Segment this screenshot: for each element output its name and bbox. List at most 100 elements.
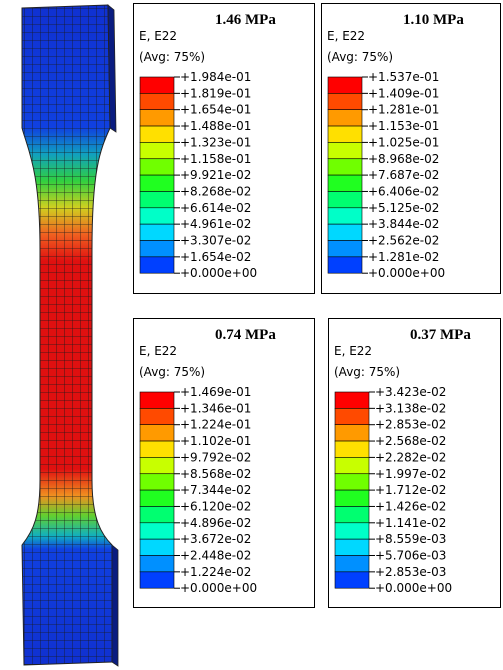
color-band — [335, 474, 369, 490]
color-band — [140, 175, 174, 191]
legend-value: +5.125e-02 — [368, 201, 439, 215]
average-label: (Avg: 75%) — [139, 50, 205, 64]
legend-value: +8.268e-02 — [180, 184, 251, 198]
legend-value: +1.323e-01 — [180, 135, 251, 149]
color-band — [140, 257, 174, 273]
color-band — [328, 191, 362, 207]
color-band — [140, 556, 174, 572]
legend-value: +1.102e-01 — [180, 434, 251, 448]
color-band — [140, 474, 174, 490]
color-band — [140, 191, 174, 207]
legend-value: +6.120e-02 — [180, 499, 251, 513]
color-band — [140, 506, 174, 522]
legend: 1.46 MPa E, E22 (Avg: 75%) +1.984e-01 +1.819… — [134, 4, 315, 294]
legend-value: +1.712e-02 — [375, 483, 446, 497]
legend-title: 1.10 MPa — [403, 12, 464, 28]
variable-label: E, E22 — [139, 29, 177, 43]
legend-value: +4.896e-02 — [180, 516, 251, 530]
legend-title: 0.37 MPa — [410, 327, 471, 343]
legend-value: +2.282e-02 — [375, 450, 446, 464]
legend-value: +1.819e-01 — [180, 86, 251, 100]
legend-value: +1.346e-01 — [180, 401, 251, 415]
legend-value: +6.614e-02 — [180, 201, 251, 215]
legend-value: +1.654e-01 — [180, 103, 251, 117]
legend-value: +1.654e-02 — [180, 250, 251, 264]
legend-value: +1.025e-01 — [368, 135, 439, 149]
legend-value: +6.406e-02 — [368, 184, 439, 198]
legend-value: +2.853e-02 — [375, 418, 446, 432]
legend-value: +3.307e-02 — [180, 234, 251, 248]
legend-title: 0.74 MPa — [215, 327, 276, 343]
legend-value: +0.000e+00 — [368, 266, 445, 280]
color-band — [140, 408, 174, 424]
color-band — [140, 441, 174, 457]
legend-value: +1.281e-02 — [368, 250, 439, 264]
color-band — [335, 506, 369, 522]
color-band — [140, 77, 174, 93]
color-band — [328, 208, 362, 224]
legend-value: +0.000e+00 — [180, 581, 257, 595]
legend-value: +1.158e-01 — [180, 152, 251, 166]
color-band — [140, 142, 174, 158]
average-label: (Avg: 75%) — [139, 365, 205, 379]
legend-value: +1.281e-01 — [368, 103, 439, 117]
legend-value: +8.559e-03 — [375, 532, 446, 546]
average-label: (Avg: 75%) — [334, 365, 400, 379]
color-band — [335, 441, 369, 457]
legend-value: +7.687e-02 — [368, 168, 439, 182]
legend-title: 1.46 MPa — [215, 12, 276, 28]
color-band — [335, 392, 369, 408]
color-band — [140, 224, 174, 240]
legend-value: +5.706e-03 — [375, 549, 446, 563]
legend-value: +1.488e-01 — [180, 119, 251, 133]
legend-value: +1.426e-02 — [375, 499, 446, 513]
legend-value: +2.562e-02 — [368, 234, 439, 248]
color-band — [140, 159, 174, 175]
color-band — [140, 126, 174, 142]
color-band — [328, 257, 362, 273]
legend-value: +8.968e-02 — [368, 152, 439, 166]
legend-value: +2.568e-02 — [375, 434, 446, 448]
legend-value: +2.448e-02 — [180, 549, 251, 563]
legend-value: +1.469e-01 — [180, 385, 251, 399]
color-band — [140, 539, 174, 555]
legend: 0.74 MPa E, E22 (Avg: 75%) +1.469e-01 +1.346… — [134, 319, 315, 608]
color-band — [335, 523, 369, 539]
legend-value: +1.409e-01 — [368, 86, 439, 100]
color-band — [335, 539, 369, 555]
legends: 1.46 MPa E, E22 (Avg: 75%) +1.984e-01 +1.819… — [134, 4, 501, 608]
color-band — [328, 110, 362, 126]
color-band — [140, 93, 174, 109]
specimen — [22, 5, 118, 666]
legend-value: +3.844e-02 — [368, 217, 439, 231]
legend-value: +3.423e-02 — [375, 385, 446, 399]
variable-label: E, E22 — [334, 344, 372, 358]
legend-value: +1.153e-01 — [368, 119, 439, 133]
legend-value: +1.224e-02 — [180, 565, 251, 579]
color-band — [328, 142, 362, 158]
color-band — [140, 110, 174, 126]
color-band — [328, 224, 362, 240]
color-band — [335, 408, 369, 424]
color-band — [140, 392, 174, 408]
average-label: (Avg: 75%) — [327, 50, 393, 64]
color-band — [328, 241, 362, 257]
legend-value: +9.792e-02 — [180, 450, 251, 464]
legend-value: +3.672e-02 — [180, 532, 251, 546]
color-band — [335, 457, 369, 473]
legend-value: +9.921e-02 — [180, 168, 251, 182]
legend-value: +1.984e-01 — [180, 70, 251, 84]
legend-value: +1.141e-02 — [375, 516, 446, 530]
color-band — [335, 556, 369, 572]
variable-label: E, E22 — [139, 344, 177, 358]
color-band — [328, 175, 362, 191]
color-band — [328, 93, 362, 109]
legend-value: +0.000e+00 — [180, 266, 257, 280]
color-band — [140, 425, 174, 441]
variable-label: E, E22 — [327, 29, 365, 43]
color-band — [140, 208, 174, 224]
color-band — [328, 159, 362, 175]
color-band — [140, 490, 174, 506]
